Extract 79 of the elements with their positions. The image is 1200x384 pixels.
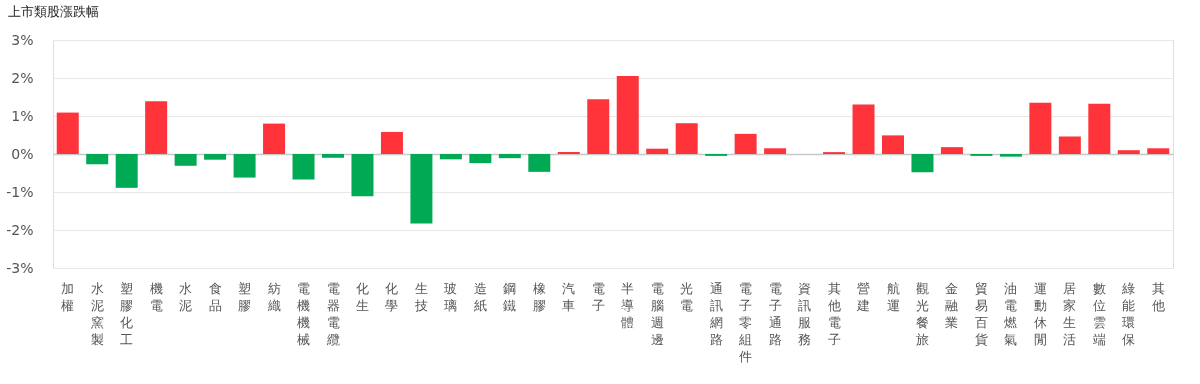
x-tick-label: 電子 bbox=[591, 280, 605, 313]
x-tick-label: 塑膠 bbox=[238, 280, 252, 313]
bar bbox=[351, 154, 374, 197]
x-tick-label: 通訊網路 bbox=[708, 280, 723, 347]
x-tick-label: 化學 bbox=[385, 280, 399, 313]
bar bbox=[263, 123, 286, 154]
x-tick-label: 水泥 bbox=[179, 280, 193, 313]
y-tick-label: 3% bbox=[11, 31, 34, 48]
y-tick-label: -2% bbox=[6, 221, 34, 238]
x-tick-label: 汽車 bbox=[562, 280, 576, 313]
bar bbox=[852, 104, 875, 154]
x-tick-label: 光電 bbox=[680, 280, 694, 313]
bar bbox=[999, 154, 1022, 157]
x-tick-label: 紡織 bbox=[266, 280, 281, 313]
bar bbox=[734, 133, 757, 154]
bar bbox=[56, 112, 79, 154]
x-tick-label: 橡膠 bbox=[532, 280, 546, 313]
x-tick-label: 綠能環保 bbox=[1121, 280, 1136, 347]
bar bbox=[1029, 102, 1052, 154]
bar bbox=[292, 154, 315, 180]
y-tick-label: 2% bbox=[11, 69, 34, 86]
bar bbox=[174, 154, 197, 166]
bar bbox=[145, 101, 168, 154]
y-tick-label: 0% bbox=[11, 145, 34, 162]
x-tick-label: 航運 bbox=[886, 280, 900, 313]
y-tick-label: -1% bbox=[6, 183, 34, 200]
bar bbox=[439, 154, 462, 160]
x-tick-label: 觀光餐旅 bbox=[915, 280, 929, 347]
bar bbox=[115, 154, 138, 188]
x-tick-label: 半導體 bbox=[621, 280, 635, 330]
bar bbox=[587, 99, 610, 154]
bar bbox=[940, 147, 963, 154]
x-tick-label: 營建 bbox=[856, 280, 871, 313]
x-tick-label: 鋼鐵 bbox=[503, 280, 517, 313]
x-tick-label: 食品 bbox=[208, 280, 222, 313]
x-tick-label: 運動休閒 bbox=[1033, 280, 1047, 347]
x-tick-label: 加權 bbox=[61, 280, 75, 313]
bar bbox=[764, 148, 787, 154]
bar bbox=[1117, 150, 1140, 154]
bar bbox=[469, 154, 492, 164]
y-tick-label: 1% bbox=[11, 107, 34, 124]
x-tick-label: 電子零組件 bbox=[738, 280, 753, 364]
x-tick-label: 電器電纜 bbox=[325, 280, 340, 347]
bar bbox=[616, 76, 639, 154]
bar bbox=[233, 154, 256, 178]
y-tick-label: -3% bbox=[6, 259, 34, 276]
x-tick-label: 電子通路 bbox=[768, 280, 782, 347]
bar bbox=[911, 154, 934, 173]
x-tick-label: 油電燃氣 bbox=[1004, 280, 1018, 347]
bar bbox=[646, 148, 669, 154]
x-tick-label: 電腦週邊 bbox=[650, 280, 664, 347]
bar bbox=[1058, 136, 1081, 154]
x-tick-label: 數位雲端 bbox=[1092, 280, 1106, 347]
x-tick-label: 其他 bbox=[1151, 280, 1165, 313]
bar bbox=[528, 154, 551, 172]
chart-title: 上市類股漲跌幅 bbox=[8, 4, 99, 19]
bar bbox=[1088, 103, 1111, 154]
x-tick-label: 造紙 bbox=[473, 280, 487, 313]
bar bbox=[498, 154, 521, 159]
x-tick-label: 資訊服務 bbox=[798, 280, 812, 347]
x-tick-label: 生技 bbox=[413, 280, 428, 313]
bar bbox=[410, 154, 433, 224]
bar bbox=[882, 135, 904, 154]
x-tick-label: 化生 bbox=[355, 280, 369, 313]
x-tick-label: 水泥窯製 bbox=[90, 280, 104, 347]
bar bbox=[675, 123, 698, 154]
x-tick-label: 玻璃 bbox=[444, 280, 458, 313]
bar bbox=[86, 154, 109, 165]
x-tick-label: 金融業 bbox=[945, 280, 959, 330]
x-tick-label: 居家生活 bbox=[1063, 280, 1077, 347]
x-tick-label: 機電 bbox=[149, 280, 163, 313]
x-tick-label: 其他電子 bbox=[827, 280, 841, 347]
x-tick-label: 貿易百貨 bbox=[974, 280, 988, 347]
x-tick-label: 塑膠化工 bbox=[120, 280, 134, 347]
bar bbox=[380, 131, 403, 154]
bar bbox=[204, 154, 227, 160]
bar bbox=[1147, 148, 1170, 154]
x-tick-label: 電機機械 bbox=[297, 280, 311, 347]
bar bbox=[322, 154, 344, 158]
